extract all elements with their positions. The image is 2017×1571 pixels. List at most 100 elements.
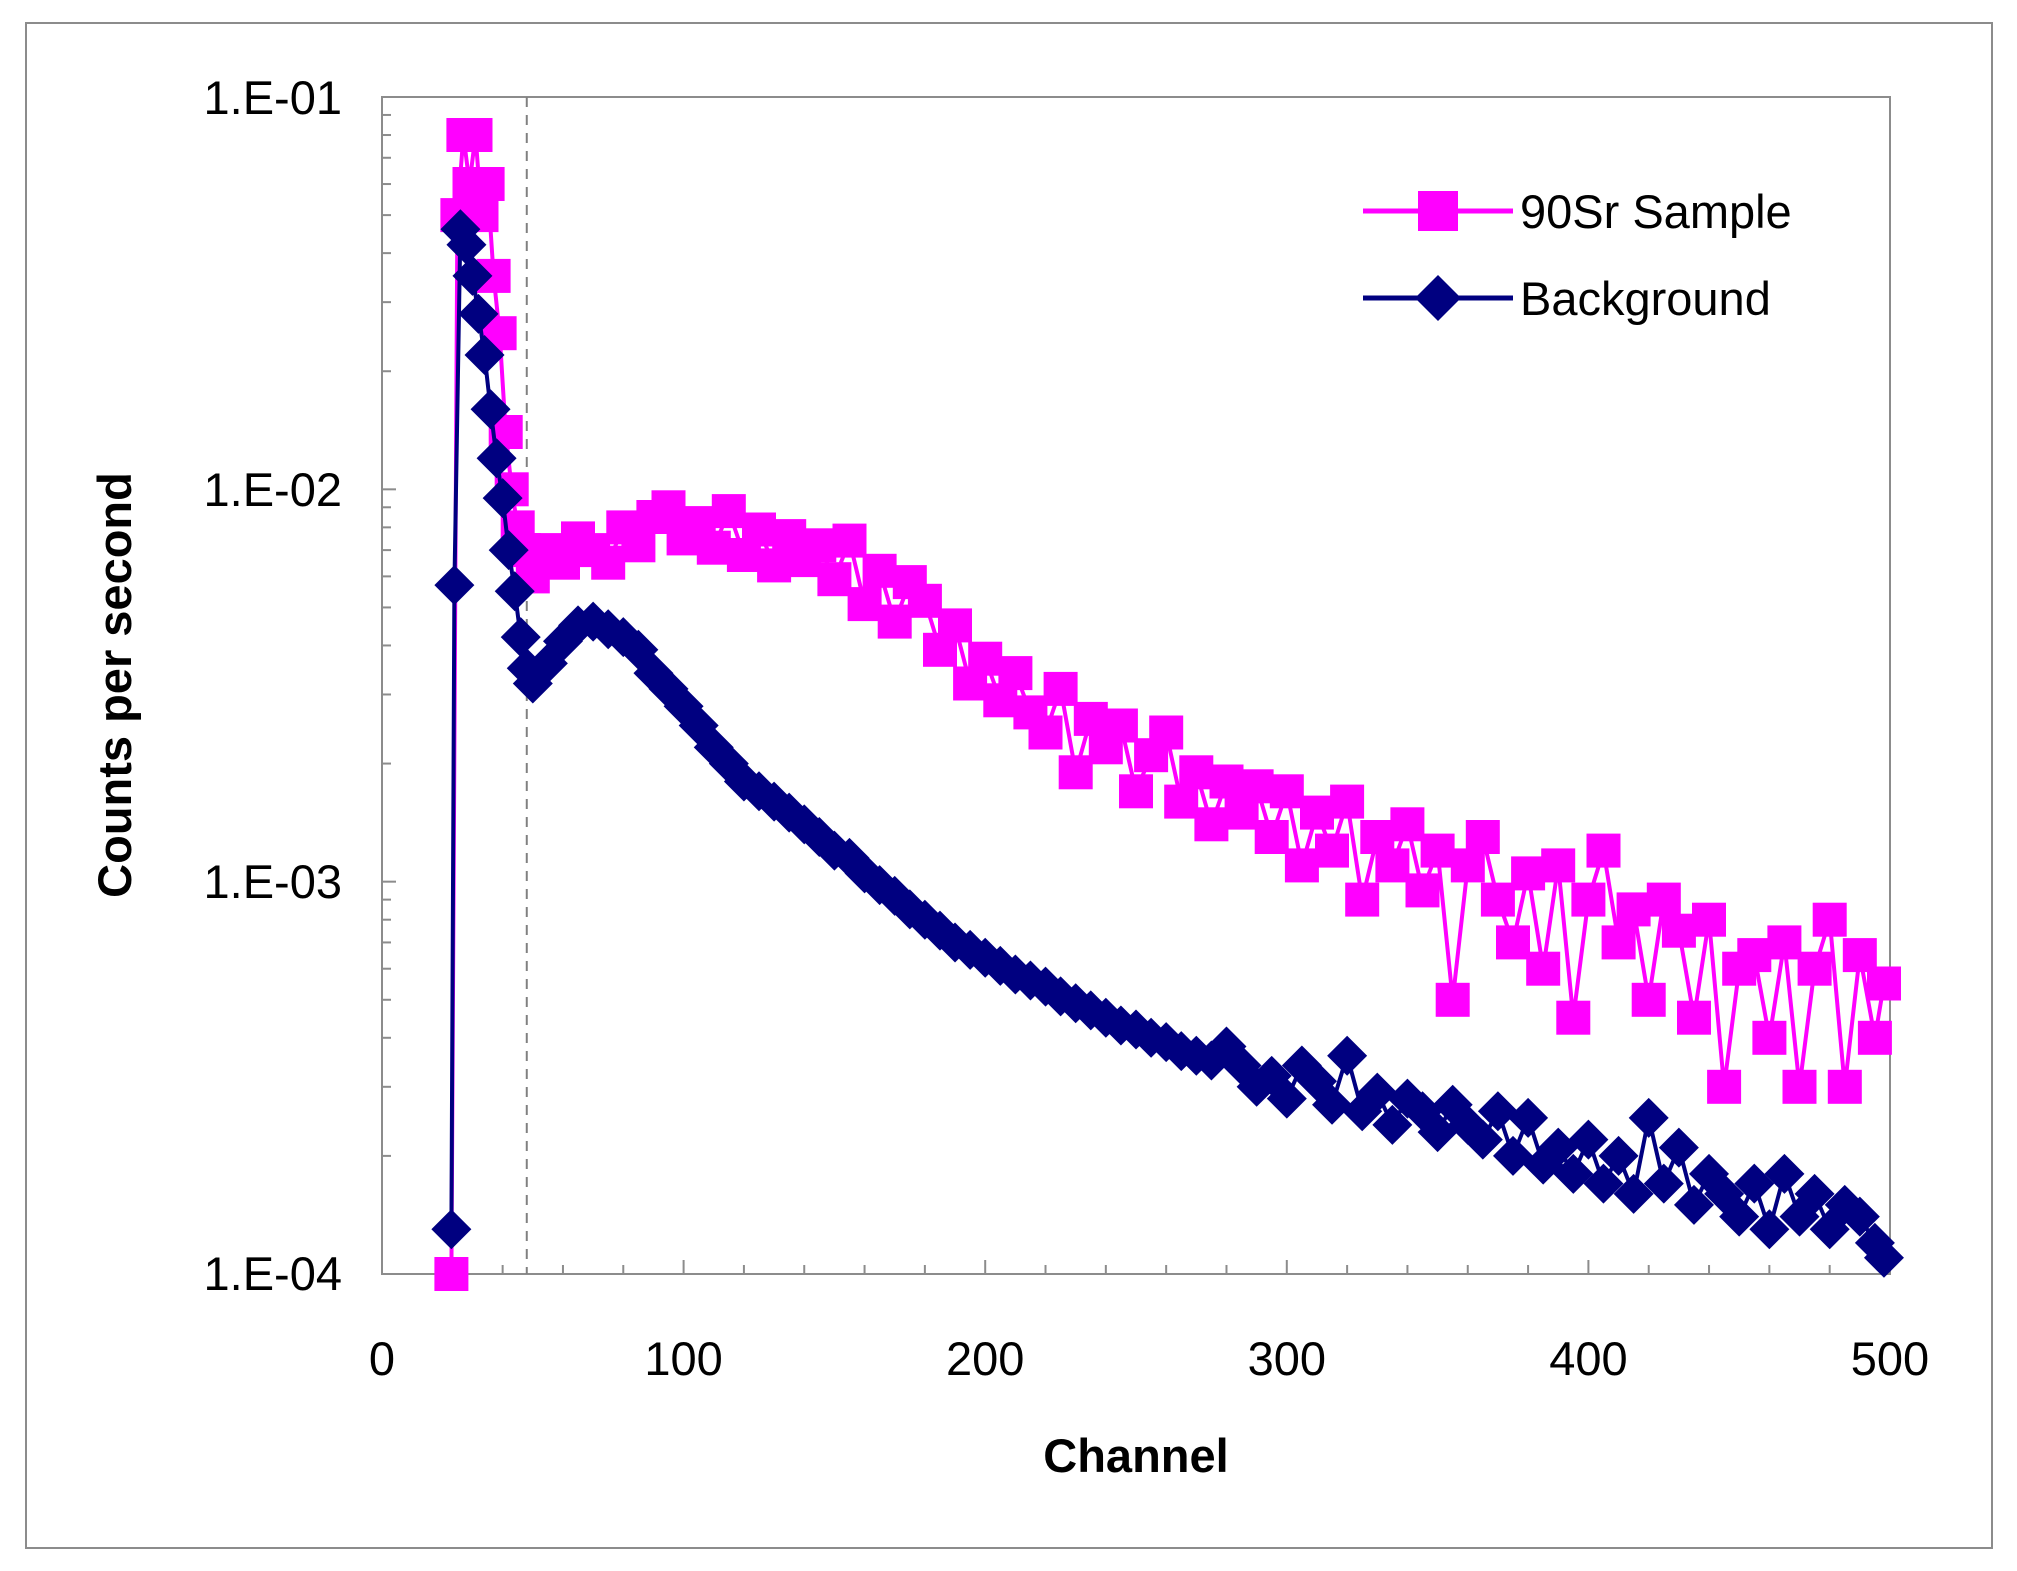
- sample-point: [1480, 882, 1515, 917]
- sample-point: [651, 490, 686, 525]
- sample-point: [907, 583, 942, 618]
- background-point: [1794, 1173, 1835, 1214]
- background-point: [1568, 1119, 1609, 1160]
- sample-point: [1330, 784, 1365, 819]
- background-point: [1327, 1035, 1368, 1076]
- background-point: [1658, 1127, 1699, 1168]
- background-point: [1764, 1153, 1805, 1194]
- sample-point: [1179, 755, 1214, 790]
- sample-point: [1812, 902, 1847, 937]
- chart-frame: [25, 22, 1993, 1549]
- background-point: [1643, 1163, 1684, 1204]
- legend: 90Sr Sample Background: [1363, 185, 1792, 325]
- sample-point: [1526, 951, 1561, 986]
- background-point: [431, 1209, 472, 1250]
- sample-point: [1420, 833, 1455, 868]
- background-point: [1266, 1078, 1307, 1119]
- background-point: [1673, 1184, 1714, 1225]
- sample-point: [998, 656, 1033, 691]
- legend-label-sample: 90Sr Sample: [1520, 185, 1792, 238]
- sample-point: [1269, 774, 1304, 809]
- sample-point: [1692, 902, 1726, 937]
- sample-point: [1043, 671, 1078, 706]
- y-tick-label-1e-02: 1.E-02: [204, 463, 342, 516]
- sample-point: [847, 587, 882, 622]
- sample-point: [1842, 938, 1877, 973]
- background-point: [434, 565, 475, 606]
- background-point: [1613, 1173, 1654, 1214]
- background-point: [1417, 1112, 1458, 1153]
- sample-point: [1345, 882, 1380, 917]
- x-axis-title: Channel: [1043, 1429, 1228, 1482]
- sample-point: [1511, 856, 1546, 891]
- background-point: [1734, 1163, 1775, 1204]
- series-background: [431, 209, 1904, 1278]
- background-point: [1719, 1196, 1760, 1237]
- background-point: [488, 530, 529, 571]
- background-point: [1749, 1209, 1790, 1250]
- background-point: [464, 334, 505, 375]
- sample-point: [1586, 833, 1621, 868]
- sample-point: [1119, 774, 1153, 809]
- sample-point: [696, 530, 731, 565]
- background-point: [1583, 1163, 1624, 1204]
- x-tick-label-400: 400: [1549, 1332, 1627, 1385]
- background-point: [476, 438, 517, 479]
- sample-point: [1164, 784, 1199, 819]
- sample-point: [1541, 848, 1576, 883]
- background-point: [482, 478, 523, 519]
- background-point: [494, 571, 535, 612]
- x-minor-ticks: [381, 1260, 1891, 1274]
- background-point: [470, 389, 511, 430]
- sample-point: [1028, 715, 1063, 750]
- background-point: [1357, 1072, 1398, 1113]
- sample-point: [1646, 882, 1681, 917]
- sample-point: [1450, 848, 1485, 883]
- sample-point: [1707, 1069, 1742, 1104]
- sample-point: [1149, 715, 1184, 750]
- background-point: [1863, 1237, 1904, 1278]
- sample-point: [1375, 848, 1410, 883]
- series-90sr-sample: [434, 118, 1901, 1291]
- sample-point: [1496, 925, 1530, 960]
- x-tick-label-200: 200: [946, 1332, 1024, 1385]
- background-point: [1839, 1196, 1880, 1237]
- sample-point: [742, 512, 776, 547]
- sample-point: [1194, 807, 1229, 842]
- background-point: [1538, 1127, 1579, 1168]
- sample-point: [1073, 701, 1108, 736]
- sample-point: [877, 604, 912, 639]
- legend-marker-square: [1418, 191, 1458, 231]
- sample-point: [434, 1257, 469, 1291]
- sample-point: [1390, 807, 1425, 842]
- sample-point: [591, 545, 626, 580]
- sample-point: [1601, 925, 1636, 960]
- y-minor-ticks: [382, 113, 396, 1275]
- sample-point: [817, 562, 852, 597]
- sample-point: [1752, 1020, 1787, 1055]
- sample-point: [1616, 892, 1651, 927]
- sample-point: [1300, 795, 1334, 830]
- sample-point: [1571, 882, 1606, 917]
- plot-area: [381, 96, 1891, 1275]
- sample-point: [1405, 873, 1440, 908]
- sample-point: [938, 608, 972, 643]
- sample-point: [1103, 708, 1138, 743]
- background-point: [458, 293, 499, 334]
- sample-point: [711, 494, 746, 529]
- sample-point: [1058, 755, 1093, 790]
- sample-point: [458, 118, 493, 152]
- sample-point: [1209, 764, 1244, 799]
- sample-point: [1867, 966, 1901, 1001]
- sample-point: [1556, 1000, 1591, 1035]
- sample-point: [1315, 833, 1349, 868]
- sample-point: [1661, 913, 1696, 948]
- background-point: [1372, 1104, 1413, 1145]
- background-point: [500, 617, 541, 658]
- y-tick-label-1e-01: 1.E-01: [204, 71, 342, 124]
- y-tick-label-1e-04: 1.E-04: [204, 1247, 342, 1300]
- sample-point: [1631, 982, 1666, 1017]
- background-point: [452, 255, 493, 296]
- sample-point: [1254, 820, 1289, 854]
- background-point: [1477, 1091, 1518, 1132]
